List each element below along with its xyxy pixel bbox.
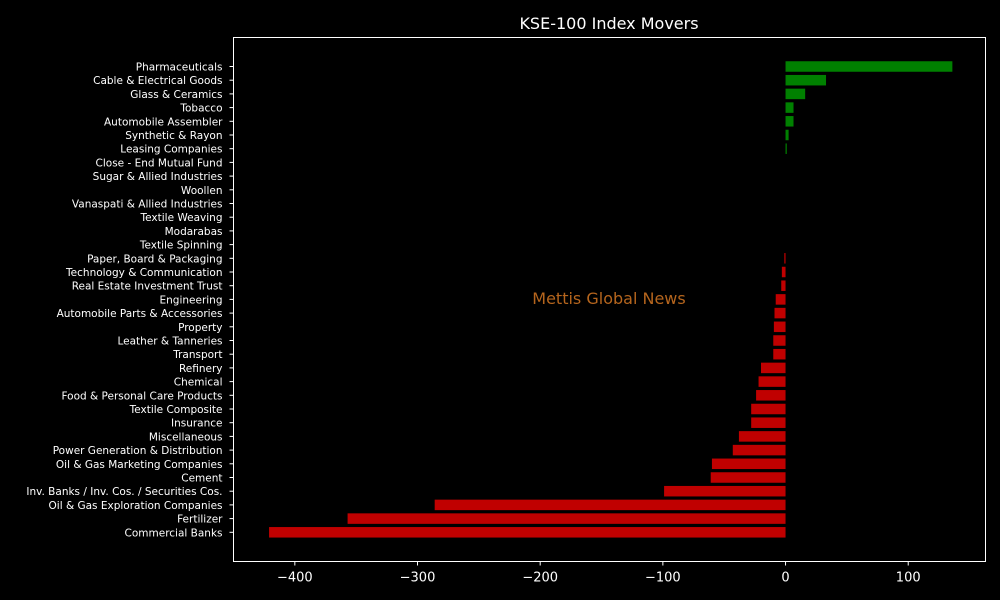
bar-oil-gas-marketing-companies bbox=[711, 458, 786, 470]
bar-miscellaneous bbox=[738, 431, 786, 442]
x-tick-label: −100 bbox=[645, 571, 681, 586]
bar-leather-tanneries bbox=[773, 335, 786, 346]
bars-group bbox=[269, 61, 953, 538]
bar-paper-board-packaging bbox=[784, 253, 786, 264]
category-label: Fertilizer bbox=[177, 514, 223, 526]
x-axis-ticks: −400 −300 −200 −100 0 100 bbox=[277, 561, 921, 586]
category-label: Refinery bbox=[179, 363, 223, 375]
category-label: Textile Spinning bbox=[139, 240, 223, 252]
bar-technology-communication bbox=[781, 266, 786, 278]
category-label: Synthetic & Rayon bbox=[125, 130, 222, 142]
category-label: Property bbox=[178, 322, 222, 334]
x-tick-label: −400 bbox=[277, 571, 313, 586]
category-label: Insurance bbox=[171, 418, 223, 430]
bar-chemical bbox=[758, 376, 786, 387]
category-label: Food & Personal Care Products bbox=[61, 390, 222, 402]
bar-inv-banks-inv-cos-securities-cos bbox=[664, 485, 786, 497]
bar-automobile-parts-accessories bbox=[774, 307, 786, 319]
chart-title: KSE-100 Index Movers bbox=[519, 14, 698, 33]
bar-tobacco bbox=[785, 102, 794, 113]
bar-synthetic-rayon bbox=[785, 129, 789, 141]
category-label: Glass & Ceramics bbox=[130, 89, 222, 101]
bar-oil-gas-exploration-companies bbox=[434, 499, 786, 511]
category-label: Woollen bbox=[181, 185, 223, 197]
category-label: Technology & Communication bbox=[65, 267, 222, 279]
category-label: Leasing Companies bbox=[120, 144, 222, 156]
category-label: Modarabas bbox=[165, 226, 223, 238]
category-label: Textile Weaving bbox=[140, 212, 223, 224]
category-label: Chemical bbox=[174, 377, 223, 389]
category-label: Oil & Gas Exploration Companies bbox=[49, 500, 223, 512]
category-label: Cable & Electrical Goods bbox=[93, 75, 222, 87]
bar-textile-composite bbox=[751, 403, 786, 415]
category-label: Close - End Mutual Fund bbox=[96, 157, 223, 169]
category-label: Leather & Tanneries bbox=[117, 336, 222, 348]
category-label: Automobile Parts & Accessories bbox=[57, 308, 223, 320]
bar-real-estate-investment-trust bbox=[781, 280, 786, 291]
category-label: Miscellaneous bbox=[149, 431, 223, 443]
category-label: Automobile Assembler bbox=[104, 116, 223, 128]
category-label: Oil & Gas Marketing Companies bbox=[56, 459, 223, 471]
bar-property bbox=[773, 321, 786, 333]
category-label: Real Estate Investment Trust bbox=[72, 281, 223, 293]
bar-leasing-companies bbox=[785, 143, 787, 154]
bar-power-generation-distribution bbox=[732, 444, 786, 456]
bar-refinery bbox=[761, 362, 786, 374]
category-label: Inv. Banks / Inv. Cos. / Securities Cos. bbox=[26, 486, 222, 498]
bar-pharmaceuticals bbox=[785, 61, 953, 72]
bar-cable-electrical-goods bbox=[785, 74, 827, 86]
bar-food-personal-care-products bbox=[756, 390, 786, 401]
watermark-text: Mettis Global News bbox=[532, 289, 685, 308]
category-label: Tobacco bbox=[179, 103, 222, 115]
bar-cement bbox=[710, 472, 786, 483]
x-tick-label: 100 bbox=[896, 571, 921, 586]
category-label: Pharmaceuticals bbox=[136, 62, 223, 74]
plot-frame bbox=[233, 37, 986, 562]
category-label: Vanaspati & Allied Industries bbox=[72, 199, 223, 211]
category-label: Paper, Board & Packaging bbox=[87, 253, 222, 265]
category-label: Sugar & Allied Industries bbox=[93, 171, 223, 183]
x-tick-label: −300 bbox=[400, 571, 436, 586]
category-label: Commercial Banks bbox=[125, 527, 223, 539]
bar-engineering bbox=[775, 294, 786, 305]
bar-automobile-assembler bbox=[785, 116, 794, 127]
category-label: Engineering bbox=[160, 294, 223, 306]
x-tick-label: 0 bbox=[781, 571, 789, 586]
category-label: Cement bbox=[181, 473, 222, 485]
category-label: Transport bbox=[172, 349, 222, 361]
bar-insurance bbox=[751, 417, 786, 428]
bar-glass-ceramics bbox=[785, 88, 806, 100]
bar-commercial-banks bbox=[269, 527, 786, 538]
bar-fertilizer bbox=[347, 513, 786, 524]
category-label: Textile Composite bbox=[129, 404, 223, 416]
bar-transport bbox=[773, 348, 786, 360]
category-label: Power Generation & Distribution bbox=[53, 445, 223, 457]
x-tick-label: −200 bbox=[522, 571, 558, 586]
